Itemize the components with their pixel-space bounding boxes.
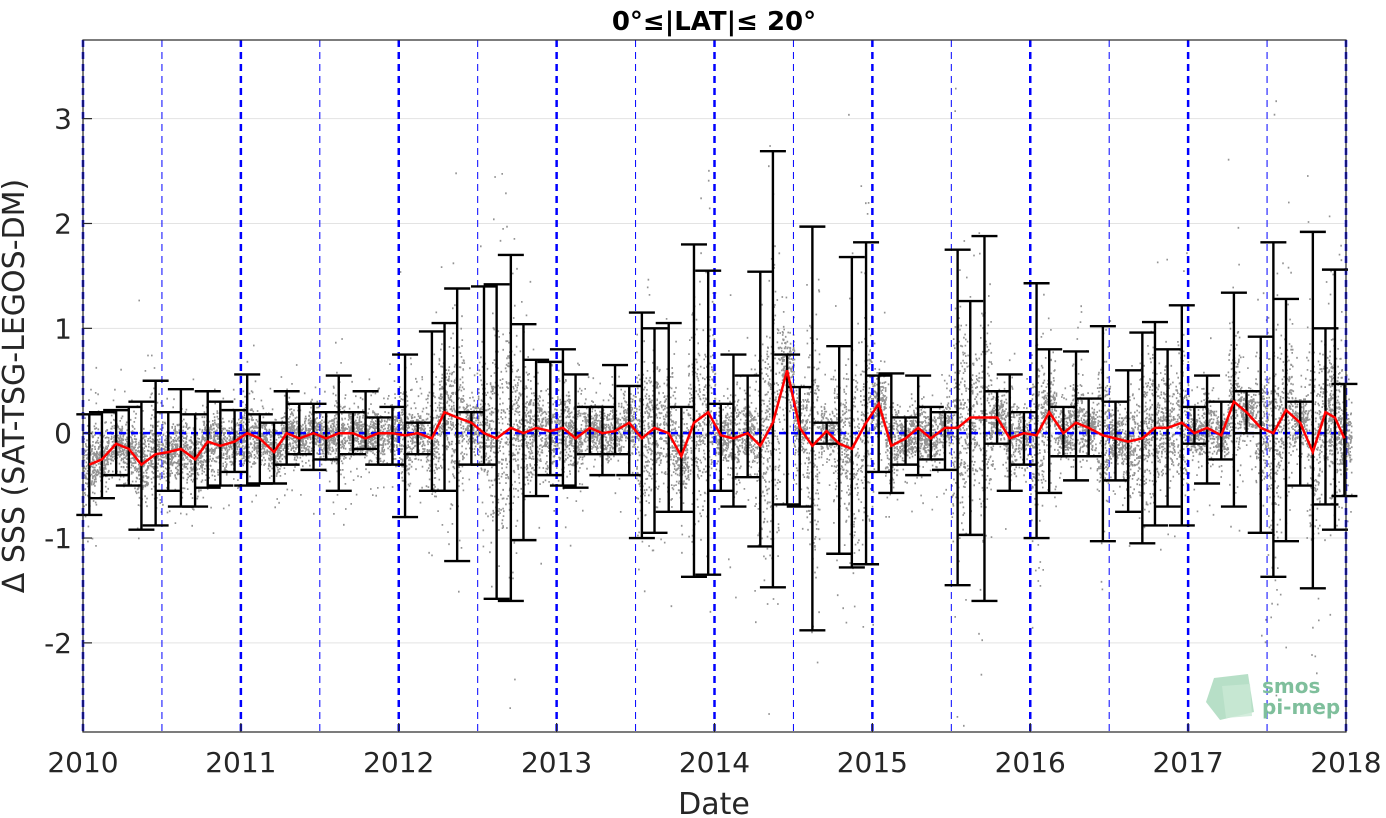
error-bar xyxy=(680,243,707,579)
y-tick-label: 3 xyxy=(54,103,72,136)
error-bar xyxy=(1010,411,1037,466)
error-bar xyxy=(838,255,865,569)
error-bar xyxy=(562,373,589,489)
x-ticks: 2010 2011 2012 2013 2014 2015 2016 2017 2018 xyxy=(47,723,1382,779)
mean-line xyxy=(88,369,1346,467)
error-bar xyxy=(1141,320,1168,527)
error-bar xyxy=(774,353,801,506)
error-bar xyxy=(431,321,458,493)
error-bar xyxy=(1331,382,1358,498)
error-bar xyxy=(88,411,115,500)
error-bar xyxy=(747,270,774,548)
error-bar xyxy=(379,405,406,466)
error-bar xyxy=(628,311,655,540)
x-axis-label: Date xyxy=(678,787,750,818)
y-tick-label: 2 xyxy=(54,207,72,240)
error-bar xyxy=(115,405,142,487)
smos-pi-mep-logo: smos pi-mep xyxy=(1206,674,1340,720)
error-bar xyxy=(1299,230,1326,590)
error-bar xyxy=(641,327,668,534)
error-bar xyxy=(404,421,431,456)
error-bar xyxy=(799,225,826,632)
error-bar xyxy=(734,374,761,479)
logo-text-smos: smos xyxy=(1262,674,1320,698)
y-tick-label: -1 xyxy=(44,522,72,555)
y-ticks: -2 -1 0 1 2 3 xyxy=(44,103,92,660)
error-bar xyxy=(892,416,919,466)
x-tick-label: 2010 xyxy=(47,746,118,779)
error-bar xyxy=(695,269,722,576)
error-bar xyxy=(826,344,853,555)
error-bar xyxy=(865,374,892,474)
error-bar xyxy=(616,384,643,477)
error-bar xyxy=(194,390,221,489)
error-bar xyxy=(931,411,958,472)
error-bar xyxy=(589,405,616,477)
error-bar xyxy=(707,402,734,493)
error-bar xyxy=(444,287,471,563)
error-bar xyxy=(720,353,747,508)
error-bar xyxy=(996,373,1023,493)
y-tick-label: -2 xyxy=(44,627,72,660)
y-axis-label: Δ SSS (SAT-TSG-LEGOS-DM) xyxy=(0,179,32,593)
error-bar xyxy=(668,405,695,514)
x-tick-label: 2018 xyxy=(1310,746,1381,779)
x-tick-label: 2014 xyxy=(679,746,750,779)
error-bar xyxy=(1287,400,1314,487)
x-tick-label: 2015 xyxy=(837,746,908,779)
error-bar xyxy=(878,372,905,495)
chart-title: 0°≤|LAT|≤ 20° xyxy=(612,7,816,37)
error-bars xyxy=(76,149,1358,632)
y-tick-label: 1 xyxy=(54,312,72,345)
logo-shape-light xyxy=(1222,684,1252,718)
error-bar xyxy=(1168,304,1195,527)
error-bar xyxy=(483,283,510,601)
error-bar xyxy=(853,241,880,566)
error-bar xyxy=(1023,282,1050,540)
error-bar xyxy=(917,405,944,461)
error-bar xyxy=(1220,291,1247,508)
error-bar xyxy=(1102,400,1129,482)
error-bar xyxy=(602,363,629,456)
error-bar xyxy=(234,373,261,487)
error-bar xyxy=(471,285,498,466)
x-tick-label: 2017 xyxy=(1152,746,1223,779)
error-bar xyxy=(1208,400,1235,461)
error-bar xyxy=(1089,325,1116,543)
error-bar xyxy=(944,248,971,587)
x-tick-label: 2011 xyxy=(205,746,276,779)
error-bar xyxy=(1247,335,1274,534)
error-bar xyxy=(759,149,786,589)
error-bar xyxy=(1321,268,1348,531)
error-bar xyxy=(1194,374,1221,485)
error-bar xyxy=(1063,350,1090,482)
x-tick-label: 2012 xyxy=(363,746,434,779)
x-tick-label: 2013 xyxy=(521,746,592,779)
logo-text-pi-mep: pi-mep xyxy=(1262,695,1340,719)
error-bar xyxy=(1273,297,1300,543)
x-tick-label: 2016 xyxy=(995,746,1066,779)
error-bar xyxy=(549,348,576,487)
error-bar xyxy=(813,421,840,445)
y-tick-label: 0 xyxy=(54,417,72,450)
error-bar xyxy=(1036,348,1063,495)
error-bar xyxy=(537,360,564,477)
error-bar xyxy=(313,411,340,461)
error-bar xyxy=(1181,405,1208,445)
error-bar xyxy=(207,400,234,487)
